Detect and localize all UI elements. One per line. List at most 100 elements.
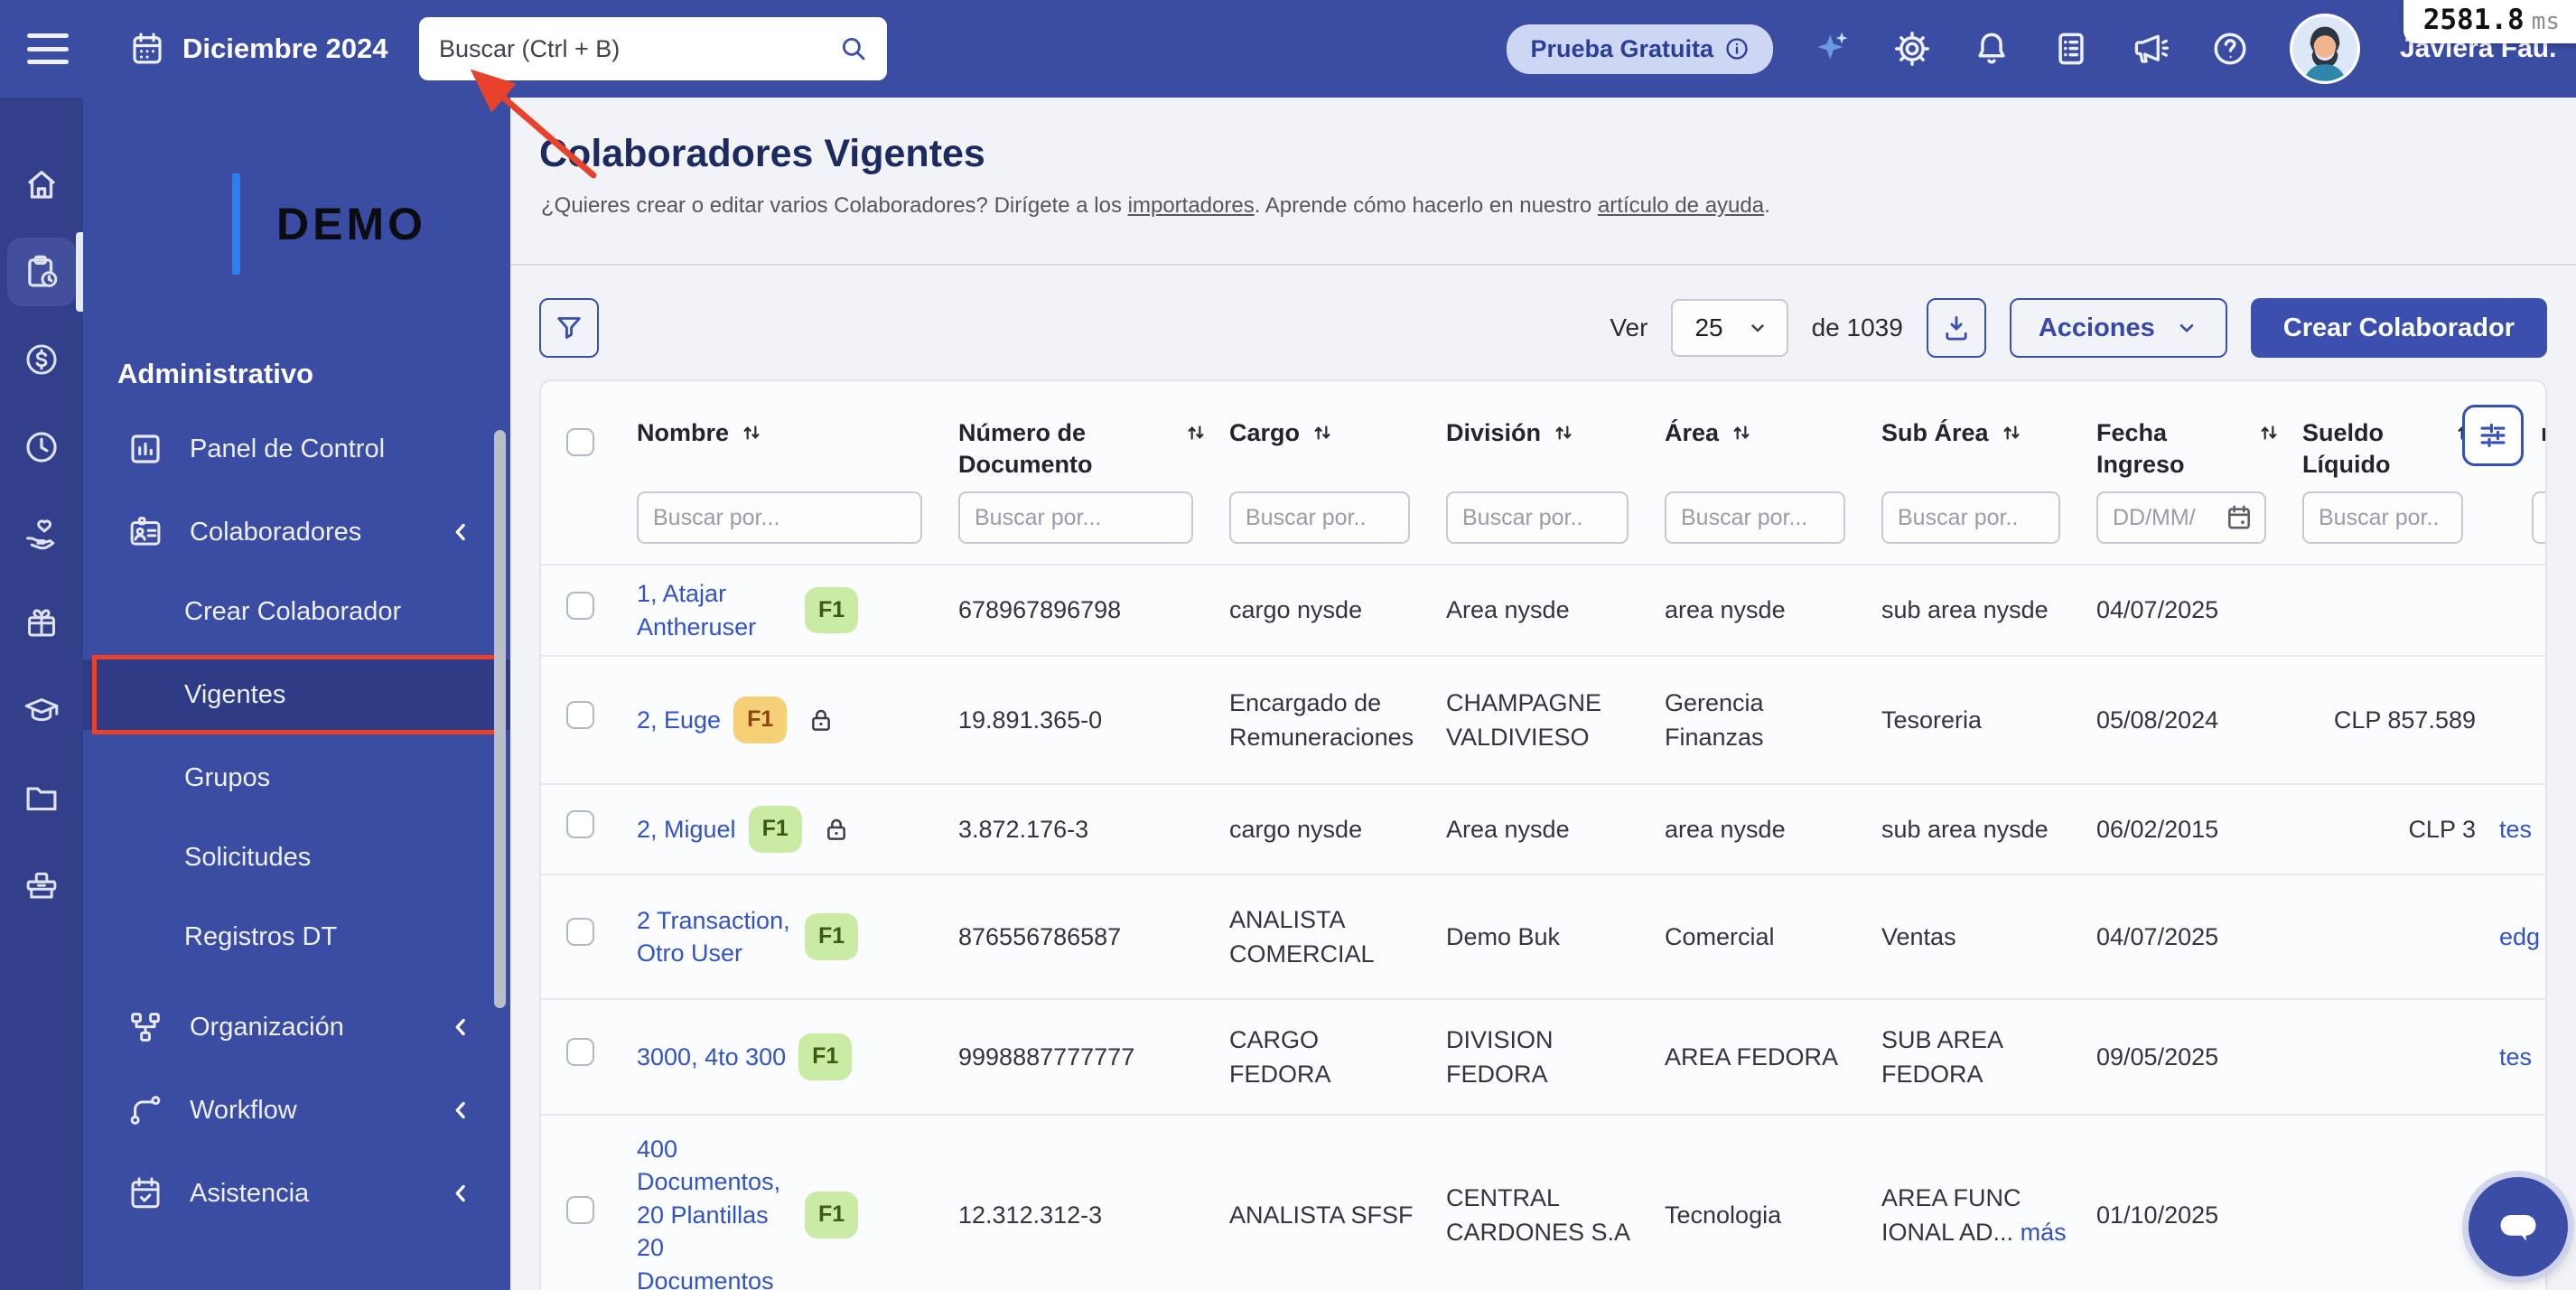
column-label[interactable]: División (1446, 419, 1542, 446)
notifications-bell-icon[interactable] (1972, 29, 2011, 69)
extra-link[interactable]: tes (2499, 1042, 2533, 1070)
chat-bubble-icon (2500, 1215, 2536, 1241)
rail-item-gifts[interactable] (7, 588, 76, 657)
ai-sparkle-icon[interactable] (1813, 29, 1853, 69)
calendar-icon[interactable] (2225, 503, 2254, 532)
sidebar-item-registros-dt[interactable]: Registros DT (184, 921, 338, 951)
column-label[interactable]: Número de Documento (958, 419, 1093, 479)
settings-gear-icon[interactable] (1892, 29, 1932, 69)
rail-item-files[interactable] (7, 763, 76, 832)
column-filter-input[interactable] (1446, 491, 1629, 544)
sort-icon[interactable] (1730, 421, 1753, 444)
chevron-left-icon[interactable] (447, 1097, 474, 1124)
column-filter-input[interactable] (1229, 491, 1410, 544)
sidebar-item-colaboradores[interactable]: Colaboradores (83, 497, 510, 567)
user-avatar[interactable] (2290, 14, 2360, 84)
column-filter-input[interactable] (2096, 491, 2266, 544)
rail-item-tasks[interactable] (7, 232, 83, 312)
table-row[interactable]: 3000, 4to 300 F1 9998887777777 CARGO FED… (541, 998, 2545, 1114)
table-row[interactable]: 2 Transaction, Otro User F1 876556786587… (541, 874, 2545, 998)
row-checkbox[interactable] (566, 918, 594, 947)
employee-name-link[interactable]: 2, Euge (637, 706, 722, 734)
sort-icon[interactable] (1552, 421, 1575, 444)
row-checkbox[interactable] (566, 1196, 594, 1225)
importadores-link[interactable]: importadores (1127, 193, 1255, 218)
column-label[interactable]: Área (1665, 419, 1720, 446)
chevron-left-icon[interactable] (447, 519, 474, 546)
column-label[interactable]: Sub Área (1881, 419, 1989, 446)
employee-name-link[interactable]: 2 Transaction, Otro User (637, 906, 790, 967)
employee-name-link[interactable]: 400 Documentos, 20 Plantillas 20 Documen… (637, 1135, 781, 1290)
filter-button[interactable] (539, 298, 599, 358)
sort-icon[interactable] (1311, 421, 1334, 444)
rail-item-training[interactable] (7, 676, 76, 744)
download-button[interactable] (1926, 298, 1986, 358)
sort-icon[interactable] (1184, 421, 1208, 444)
sidebar-item-asistencia[interactable]: Asistencia (83, 1158, 510, 1229)
global-search[interactable] (419, 17, 887, 80)
articulo-ayuda-link[interactable]: artículo de ayuda (1597, 193, 1765, 218)
column-filter-input[interactable] (637, 491, 922, 544)
column-filter-input[interactable] (2532, 491, 2545, 544)
row-checkbox[interactable] (566, 591, 594, 620)
search-icon[interactable] (838, 33, 869, 64)
cell-division: Area nysde (1446, 596, 1570, 624)
period-selector[interactable]: Diciembre 2024 (128, 30, 387, 68)
sidebar-item-organizacion[interactable]: Organización (83, 992, 510, 1062)
extra-link[interactable]: tes (2499, 815, 2533, 843)
announcements-megaphone-icon[interactable] (2131, 29, 2170, 69)
chat-widget-button[interactable] (2469, 1177, 2568, 1276)
row-checkbox[interactable] (566, 1038, 594, 1067)
chevron-left-icon[interactable] (447, 1180, 474, 1207)
documents-icon[interactable] (2051, 29, 2091, 69)
row-checkbox[interactable] (566, 701, 594, 730)
rail-item-time[interactable] (7, 413, 76, 481)
sort-icon[interactable] (2000, 421, 2023, 444)
select-all-checkbox[interactable] (566, 428, 594, 456)
main-content: Colaboradores Vigentes ¿Quieres crear o … (510, 98, 2576, 1290)
sidebar-item-workflow[interactable]: Workflow (83, 1075, 510, 1145)
table-row[interactable]: 1, Atajar Antheruser F1 678967896798 car… (541, 564, 2545, 655)
help-icon[interactable] (2210, 29, 2250, 69)
rail-item-home[interactable] (7, 150, 76, 219)
column-label[interactable]: m (2541, 417, 2545, 449)
rail-item-payroll[interactable] (7, 325, 76, 394)
sort-icon[interactable] (2257, 421, 2281, 444)
search-input[interactable] (439, 34, 838, 63)
employee-name-link[interactable]: 3000, 4to 300 (637, 1042, 787, 1070)
column-label[interactable]: Sueldo Líquido (2302, 419, 2391, 479)
table-row[interactable]: 2, Miguel F1 3.872.176-3 cargo nysde Are… (541, 783, 2545, 874)
column-filter-input[interactable] (1665, 491, 1845, 544)
cell-division: Demo Buk (1446, 922, 1561, 950)
column-filter-input[interactable] (2302, 491, 2463, 544)
column-label[interactable]: Nombre (637, 419, 730, 446)
table-row[interactable]: 2, Euge F1 19.891.365-0 Encargado de Rem… (541, 655, 2545, 783)
employee-name-link[interactable]: 1, Atajar Antheruser (637, 580, 757, 640)
hamburger-menu-icon[interactable] (27, 33, 69, 64)
employee-name-link[interactable]: 2, Miguel (637, 815, 736, 843)
column-label[interactable]: Fecha Ingreso (2096, 419, 2185, 479)
calendar-check-icon (131, 1177, 160, 1209)
sidebar-item-crear-colaborador[interactable]: Crear Colaborador (184, 596, 402, 626)
sidebar-scrollbar[interactable] (494, 430, 506, 1008)
crear-colaborador-button[interactable]: Crear Colaborador (2250, 298, 2547, 358)
column-label[interactable]: Cargo (1229, 419, 1301, 446)
sort-icon[interactable] (740, 421, 763, 444)
rail-item-benefits[interactable] (7, 500, 76, 569)
mas-link[interactable]: más (2020, 1219, 2067, 1246)
rail-item-register[interactable] (7, 851, 76, 920)
extra-link[interactable]: edg (2499, 922, 2541, 950)
sidebar-item-grupos[interactable]: Grupos (184, 762, 271, 792)
trial-badge[interactable]: Prueba Gratuita (1507, 23, 1773, 74)
column-filter-input[interactable] (1881, 491, 2060, 544)
row-checkbox[interactable] (566, 810, 594, 839)
page-size-select[interactable]: 25 (1671, 299, 1788, 357)
column-settings-button[interactable] (2462, 405, 2524, 466)
column-filter-input[interactable] (958, 491, 1193, 544)
sidebar-item-solicitudes[interactable]: Solicitudes (184, 842, 312, 872)
sidebar-item-panel-de-control[interactable]: Panel de Control (83, 414, 510, 484)
acciones-button[interactable]: Acciones (2009, 298, 2227, 358)
sidebar-item-vigentes[interactable]: Vigentes (83, 655, 510, 734)
table-row[interactable]: 400 Documentos, 20 Plantillas 20 Documen… (541, 1114, 2545, 1290)
chevron-left-icon[interactable] (447, 1014, 474, 1041)
